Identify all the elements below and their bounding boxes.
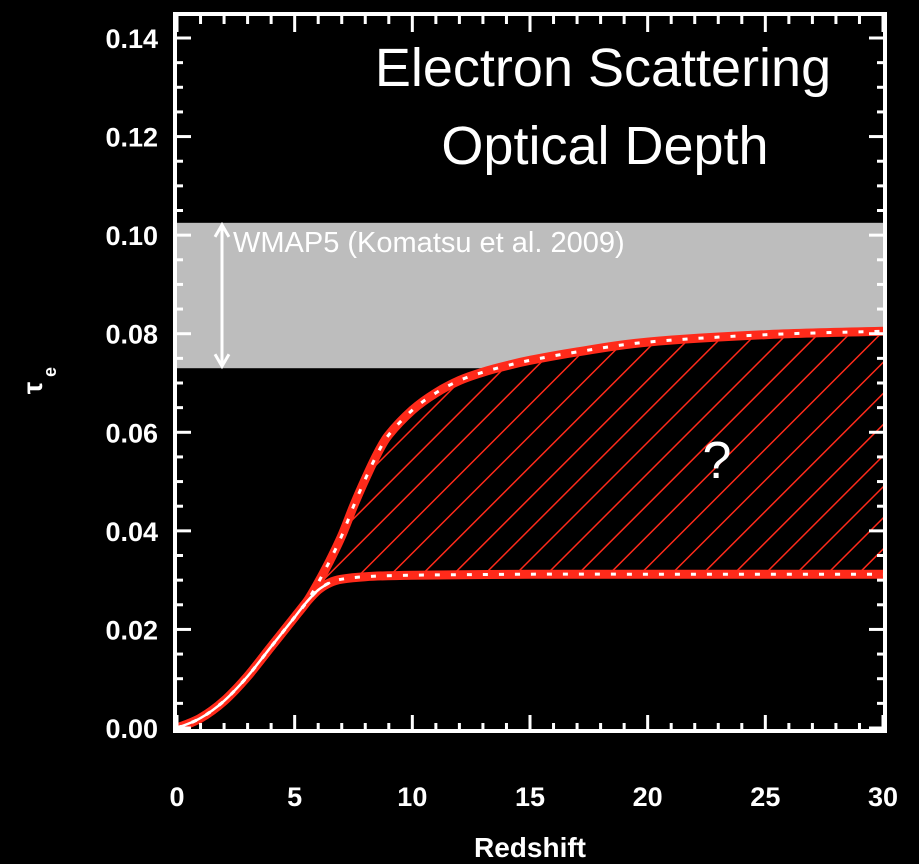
- y-tick-label: 0.02: [105, 615, 158, 645]
- x-tick-label: 0: [169, 782, 184, 812]
- chart-title-line-2: Optical Depth: [441, 116, 768, 176]
- y-axis-title-subscript: e: [40, 367, 60, 377]
- x-tick-label: 10: [397, 782, 427, 812]
- tick-labels-layer: 0 5 10 15 20 25 30 0.00 0.02 0.04 0.06 0.08 0.10 0.12…: [105, 24, 898, 812]
- series-layer: [175, 326, 885, 731]
- y-axis-title-symbol: τ: [17, 381, 48, 394]
- chart-title-line-1: Electron Scattering: [375, 38, 831, 98]
- y-tick-label: 0.14: [105, 24, 158, 54]
- y-tick-label: 0.00: [105, 714, 158, 744]
- wmap5-range-arrow: [213, 221, 231, 370]
- plot-area: [175, 222, 885, 731]
- y-tick-label: 0.06: [105, 418, 158, 448]
- question-mark-annotation: ?: [703, 432, 732, 490]
- x-tick-label: 20: [633, 782, 663, 812]
- arrow-head-down: [213, 353, 231, 370]
- ticks-layer: [175, 16, 885, 731]
- arrow-head-up: [213, 221, 231, 238]
- y-axis-title: τ e: [17, 367, 60, 394]
- y-tick-label: 0.12: [105, 123, 158, 153]
- y-tick-label: 0.10: [105, 221, 158, 251]
- shared-curve-core: [176, 581, 331, 730]
- x-tick-label: 5: [287, 782, 302, 812]
- hatched-uncertainty-region: [306, 331, 883, 603]
- y-tick-label: 0.08: [105, 320, 158, 350]
- wmap5-label: WMAP5 (Komatsu et al. 2009): [233, 227, 625, 259]
- x-tick-label: 30: [868, 782, 898, 812]
- x-tick-label: 25: [750, 782, 780, 812]
- x-tick-label: 15: [515, 782, 545, 812]
- x-axis-title: Redshift: [474, 832, 586, 863]
- y-tick-label: 0.04: [105, 517, 158, 547]
